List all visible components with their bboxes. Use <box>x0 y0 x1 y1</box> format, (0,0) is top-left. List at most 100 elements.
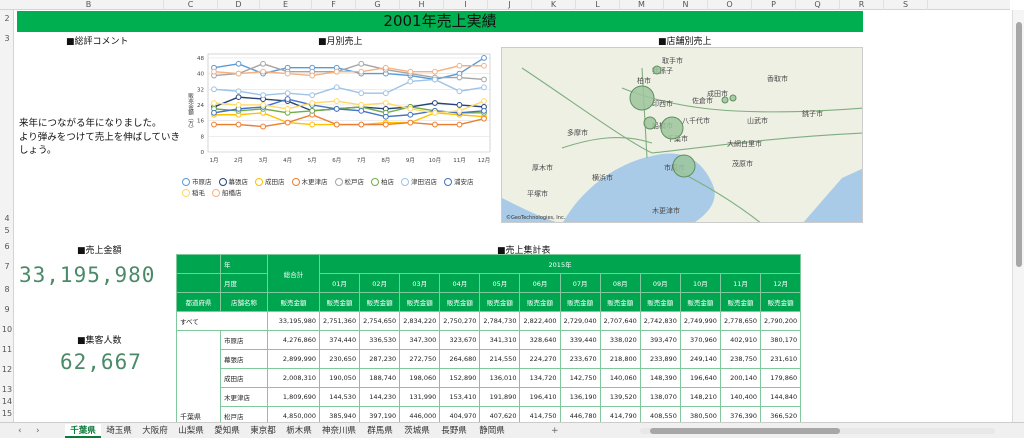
column-header-cell[interactable]: C <box>164 0 218 10</box>
value-cell[interactable]: 380,170 <box>760 330 802 350</box>
month-header[interactable]: 10月 <box>679 273 721 293</box>
column-header-cell[interactable]: E <box>260 0 312 10</box>
value-cell[interactable]: 200,140 <box>719 368 762 388</box>
store-cell[interactable]: 成田店 <box>220 368 268 388</box>
value-cell[interactable]: 328,640 <box>519 330 561 350</box>
row-header-cell[interactable]: 6 <box>4 242 10 251</box>
value-cell[interactable]: 2,754,650 <box>359 311 401 331</box>
month-header[interactable]: 05月 <box>479 273 521 293</box>
value-cell[interactable]: 347,300 <box>399 330 441 350</box>
column-header-cell[interactable]: Q <box>796 0 840 10</box>
table-cell[interactable]: 月度 <box>220 273 268 293</box>
value-cell[interactable]: 152,890 <box>439 368 481 388</box>
value-cell[interactable]: 336,530 <box>359 330 401 350</box>
column-header-cell[interactable]: J <box>488 0 532 10</box>
page-title[interactable]: 2001年売上実績 <box>17 11 863 32</box>
value-cell[interactable]: 188,740 <box>359 368 401 388</box>
total-cell[interactable]: 1,809,690 <box>267 387 320 407</box>
value-cell[interactable]: 179,860 <box>760 368 802 388</box>
value-cell[interactable]: 341,310 <box>479 330 521 350</box>
value-cell[interactable]: 148,210 <box>679 387 721 407</box>
scroll-thumb[interactable] <box>650 428 840 434</box>
sheet-tab[interactable]: 千葉県 <box>65 424 101 438</box>
value-cell[interactable]: 2,749,990 <box>679 311 721 331</box>
table-cell[interactable]: 販売金額 <box>479 292 521 312</box>
sheet-tab[interactable]: 東京都 <box>250 426 276 436</box>
table-cell[interactable]: 販売金額 <box>760 292 802 312</box>
month-header[interactable]: 09月 <box>639 273 681 293</box>
value-cell[interactable]: 142,750 <box>559 368 601 388</box>
value-cell[interactable]: 370,960 <box>679 330 721 350</box>
value-cell[interactable]: 140,400 <box>719 387 762 407</box>
column-header-cell[interactable]: B <box>14 0 164 10</box>
value-cell[interactable]: 338,020 <box>599 330 641 350</box>
value-cell[interactable]: 2,834,220 <box>399 311 441 331</box>
value-cell[interactable]: 2,729,040 <box>559 311 601 331</box>
value-cell[interactable]: 191,890 <box>479 387 521 407</box>
row-header-cell[interactable]: 14 <box>1 397 13 406</box>
column-header-cell[interactable]: I <box>444 0 488 10</box>
value-cell[interactable]: 2,822,400 <box>519 311 561 331</box>
value-cell[interactable]: 366,520 <box>760 406 802 426</box>
vertical-scrollbar[interactable] <box>1012 10 1024 422</box>
column-header-cell[interactable]: H <box>400 0 444 10</box>
value-cell[interactable]: 2,750,270 <box>439 311 481 331</box>
table-cell[interactable]: 販売金額 <box>318 292 361 312</box>
comment-text[interactable]: 来年につながる年になりました。 より弾みをつけて売上を伸ばしていきま しょう。 <box>19 117 279 158</box>
column-header-cell[interactable]: M <box>620 0 664 10</box>
value-cell[interactable]: 138,070 <box>639 387 681 407</box>
value-cell[interactable]: 231,610 <box>760 349 802 369</box>
row-header-cell[interactable]: 11 <box>1 345 13 354</box>
store-map[interactable]: 我孫子取手市成田市香取市柏市印西市佐倉市船橋市千葉市八千代市山武市市原市大網白里… <box>501 47 863 223</box>
column-header-cell[interactable]: R <box>840 0 884 10</box>
store-cell[interactable]: 市原店 <box>220 330 268 350</box>
store-cell[interactable]: 木更津店 <box>220 387 268 407</box>
sheet-tab[interactable]: 静岡県 <box>479 426 505 436</box>
row-header-cell[interactable]: 7 <box>4 262 10 271</box>
table-cell[interactable]: 販売金額 <box>679 292 721 312</box>
month-header[interactable]: 02月 <box>359 273 401 293</box>
row-header-cell[interactable]: 15 <box>1 409 13 418</box>
value-cell[interactable]: 264,680 <box>439 349 481 369</box>
value-cell[interactable]: 190,050 <box>318 368 361 388</box>
total-cell[interactable]: 33,195,980 <box>267 311 320 331</box>
column-header-cell[interactable]: F <box>312 0 356 10</box>
total-header[interactable]: 総合計 <box>267 254 320 293</box>
value-cell[interactable]: 196,640 <box>679 368 721 388</box>
value-cell[interactable]: 2,784,730 <box>479 311 521 331</box>
column-header-cell[interactable]: P <box>752 0 796 10</box>
table-cell[interactable]: 店舗名称 <box>220 292 268 312</box>
value-cell[interactable]: 136,190 <box>559 387 601 407</box>
scroll-thumb[interactable] <box>1016 22 1022 267</box>
row-header-cell[interactable]: 3 <box>4 34 10 43</box>
column-header-cell[interactable]: G <box>356 0 400 10</box>
column-header-cell[interactable]: N <box>664 0 708 10</box>
value-cell[interactable]: 323,670 <box>439 330 481 350</box>
table-cell[interactable]: 販売金額 <box>399 292 441 312</box>
month-header[interactable]: 12月 <box>760 273 802 293</box>
total-sales-value[interactable]: 33,195,980 <box>19 263 156 287</box>
row-label[interactable]: すべて <box>176 311 268 331</box>
month-header[interactable]: 07月 <box>559 273 601 293</box>
value-cell[interactable]: 393,470 <box>639 330 681 350</box>
store-cell[interactable]: 幕張店 <box>220 349 268 369</box>
table-cell[interactable]: 販売金額 <box>559 292 601 312</box>
table-cell[interactable]: 販売金額 <box>439 292 481 312</box>
sheet-tab[interactable]: 大阪府 <box>142 426 168 436</box>
value-cell[interactable]: 144,530 <box>318 387 361 407</box>
value-cell[interactable]: 196,410 <box>519 387 561 407</box>
sheet-tab[interactable]: 長野県 <box>441 426 467 436</box>
monthly-sales-chart[interactable]: 0 8 16 24 32 40 48 1月 2月 3月 4月 5月 6月 7月 8月 9月 10月 11月 12月 販… <box>180 46 500 236</box>
value-cell[interactable]: 238,750 <box>719 349 762 369</box>
sheet-tab[interactable]: 栃木県 <box>286 426 312 436</box>
value-cell[interactable]: 272,750 <box>399 349 441 369</box>
horizontal-scrollbar[interactable] <box>640 428 995 434</box>
total-cell[interactable]: 2,899,990 <box>267 349 320 369</box>
value-cell[interactable]: 2,742,830 <box>639 311 681 331</box>
value-cell[interactable]: 2,751,360 <box>318 311 361 331</box>
next-sheet-icon[interactable]: › <box>36 426 40 436</box>
value-cell[interactable]: 287,230 <box>359 349 401 369</box>
value-cell[interactable]: 233,670 <box>559 349 601 369</box>
row-header-cell[interactable]: 2 <box>4 14 10 23</box>
column-header-cell[interactable]: D <box>218 0 260 10</box>
